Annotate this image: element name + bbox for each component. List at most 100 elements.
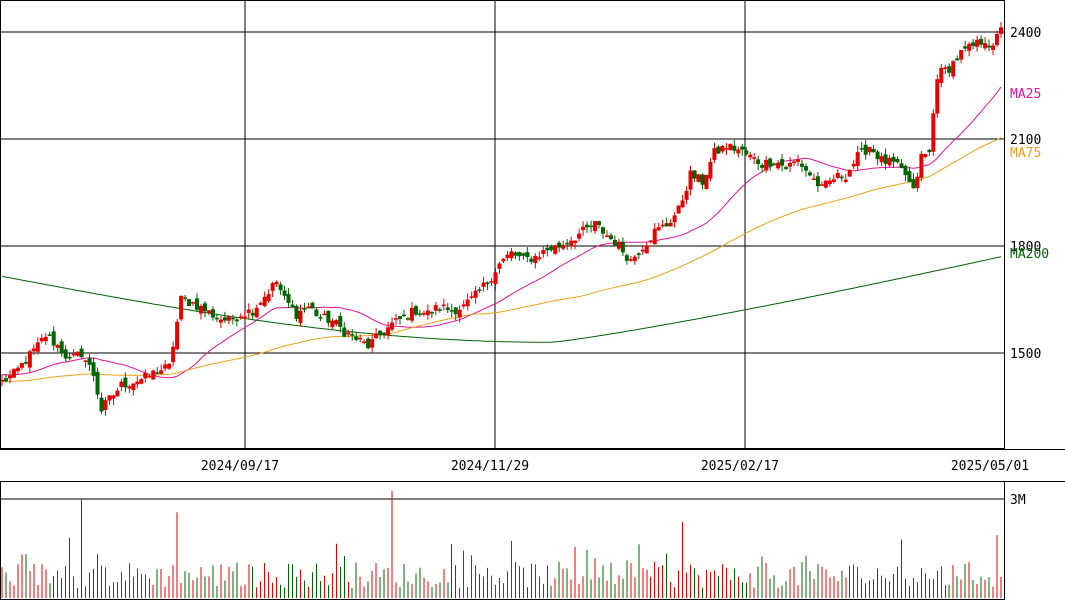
ma-legend-label: MA75 <box>1010 146 1041 161</box>
candle-body <box>712 148 717 160</box>
candle-body <box>760 164 765 168</box>
candle-body <box>111 395 116 399</box>
candle-body <box>636 253 641 256</box>
candle-body <box>831 179 836 182</box>
candle-body <box>529 258 534 262</box>
candle-body <box>354 336 359 340</box>
candle-body <box>839 176 844 179</box>
candle-body <box>55 345 60 348</box>
candle-body <box>401 314 406 317</box>
candle-body <box>708 161 713 179</box>
candle-body <box>975 39 980 47</box>
candle-body <box>489 281 494 283</box>
candle-body <box>23 361 28 364</box>
candle-body <box>119 381 124 387</box>
x-tick-label: 2024/11/29 <box>451 459 529 474</box>
candle-body <box>525 252 530 258</box>
candle-body <box>366 338 371 349</box>
ma25-line <box>1 86 1002 379</box>
candle-body <box>294 306 299 319</box>
candle-body <box>943 67 948 69</box>
candle-body <box>947 66 952 73</box>
candle-body <box>632 256 637 262</box>
candle-body <box>405 318 410 320</box>
candle-body <box>811 178 816 180</box>
candle-body <box>310 302 315 309</box>
candle-body <box>107 395 112 401</box>
candle-body <box>59 341 64 354</box>
axis-labels: 1500 1800 2100 2400 MA25 MA75 MA200 2024/09/17 2… <box>201 26 1049 508</box>
candle-body <box>79 348 84 358</box>
candle-body <box>218 319 223 323</box>
candle-body <box>433 305 438 311</box>
candle-body <box>477 289 482 292</box>
candle-body <box>533 255 538 264</box>
candle-body <box>505 254 510 259</box>
candle-body <box>445 307 450 310</box>
candle-body <box>557 242 562 248</box>
candle-body <box>286 294 291 304</box>
y-tick-label: 2100 <box>1010 133 1041 148</box>
candle-body <box>457 309 462 318</box>
candle-body <box>254 307 259 318</box>
candle-body <box>222 317 227 321</box>
candle-body <box>867 147 872 153</box>
candle-body <box>298 310 303 323</box>
candle-body <box>398 316 402 319</box>
candle-body <box>843 179 848 182</box>
candle-body <box>31 348 36 352</box>
candle-body <box>425 310 430 316</box>
candle-body <box>322 313 327 316</box>
candle-body <box>736 149 741 154</box>
candle-body <box>600 227 605 234</box>
candle-body <box>374 333 379 339</box>
candle-body <box>561 244 566 249</box>
candle-body <box>684 190 689 200</box>
candle-body <box>71 353 76 356</box>
candle-body <box>497 263 502 269</box>
candle-body <box>338 316 343 327</box>
candle-body <box>835 172 840 178</box>
candle-body <box>330 320 335 327</box>
candle-body <box>394 318 399 320</box>
candle-body <box>417 313 422 316</box>
candle-body <box>624 255 629 261</box>
candle-body <box>728 143 733 151</box>
candle-body <box>195 298 200 310</box>
candle-body <box>238 316 243 318</box>
candle-body <box>350 334 355 336</box>
candle-body <box>469 296 474 298</box>
y-tick-label: 1800 <box>1010 240 1041 255</box>
ma200-line <box>1 256 1002 343</box>
candle-body <box>206 310 211 313</box>
candle-body <box>115 390 120 397</box>
candle-body <box>815 176 820 187</box>
candle-body <box>565 242 570 245</box>
ma-legend-label: MA25 <box>1010 87 1041 102</box>
candle-body <box>282 290 287 296</box>
candle-body <box>887 157 892 166</box>
candle-body <box>481 282 486 287</box>
candle-body <box>378 330 383 336</box>
candle-body <box>692 170 697 179</box>
candle-body <box>99 397 104 412</box>
candle-body <box>959 49 964 60</box>
candle-body <box>27 351 32 368</box>
candle-body <box>91 362 96 376</box>
candle-body <box>537 257 542 260</box>
candle-body <box>143 372 148 379</box>
candle-body <box>628 259 633 261</box>
candle-body <box>274 281 279 285</box>
candle-body <box>979 38 984 45</box>
price-grid <box>0 0 1005 500</box>
candle-body <box>612 239 617 247</box>
candle-body <box>589 225 594 228</box>
candle-body <box>346 332 351 335</box>
candle-body <box>847 169 852 177</box>
candle-body <box>768 158 773 167</box>
candle-body <box>75 351 80 356</box>
candle-body <box>732 145 737 151</box>
candle-body <box>135 381 140 385</box>
candle-body <box>951 61 956 77</box>
